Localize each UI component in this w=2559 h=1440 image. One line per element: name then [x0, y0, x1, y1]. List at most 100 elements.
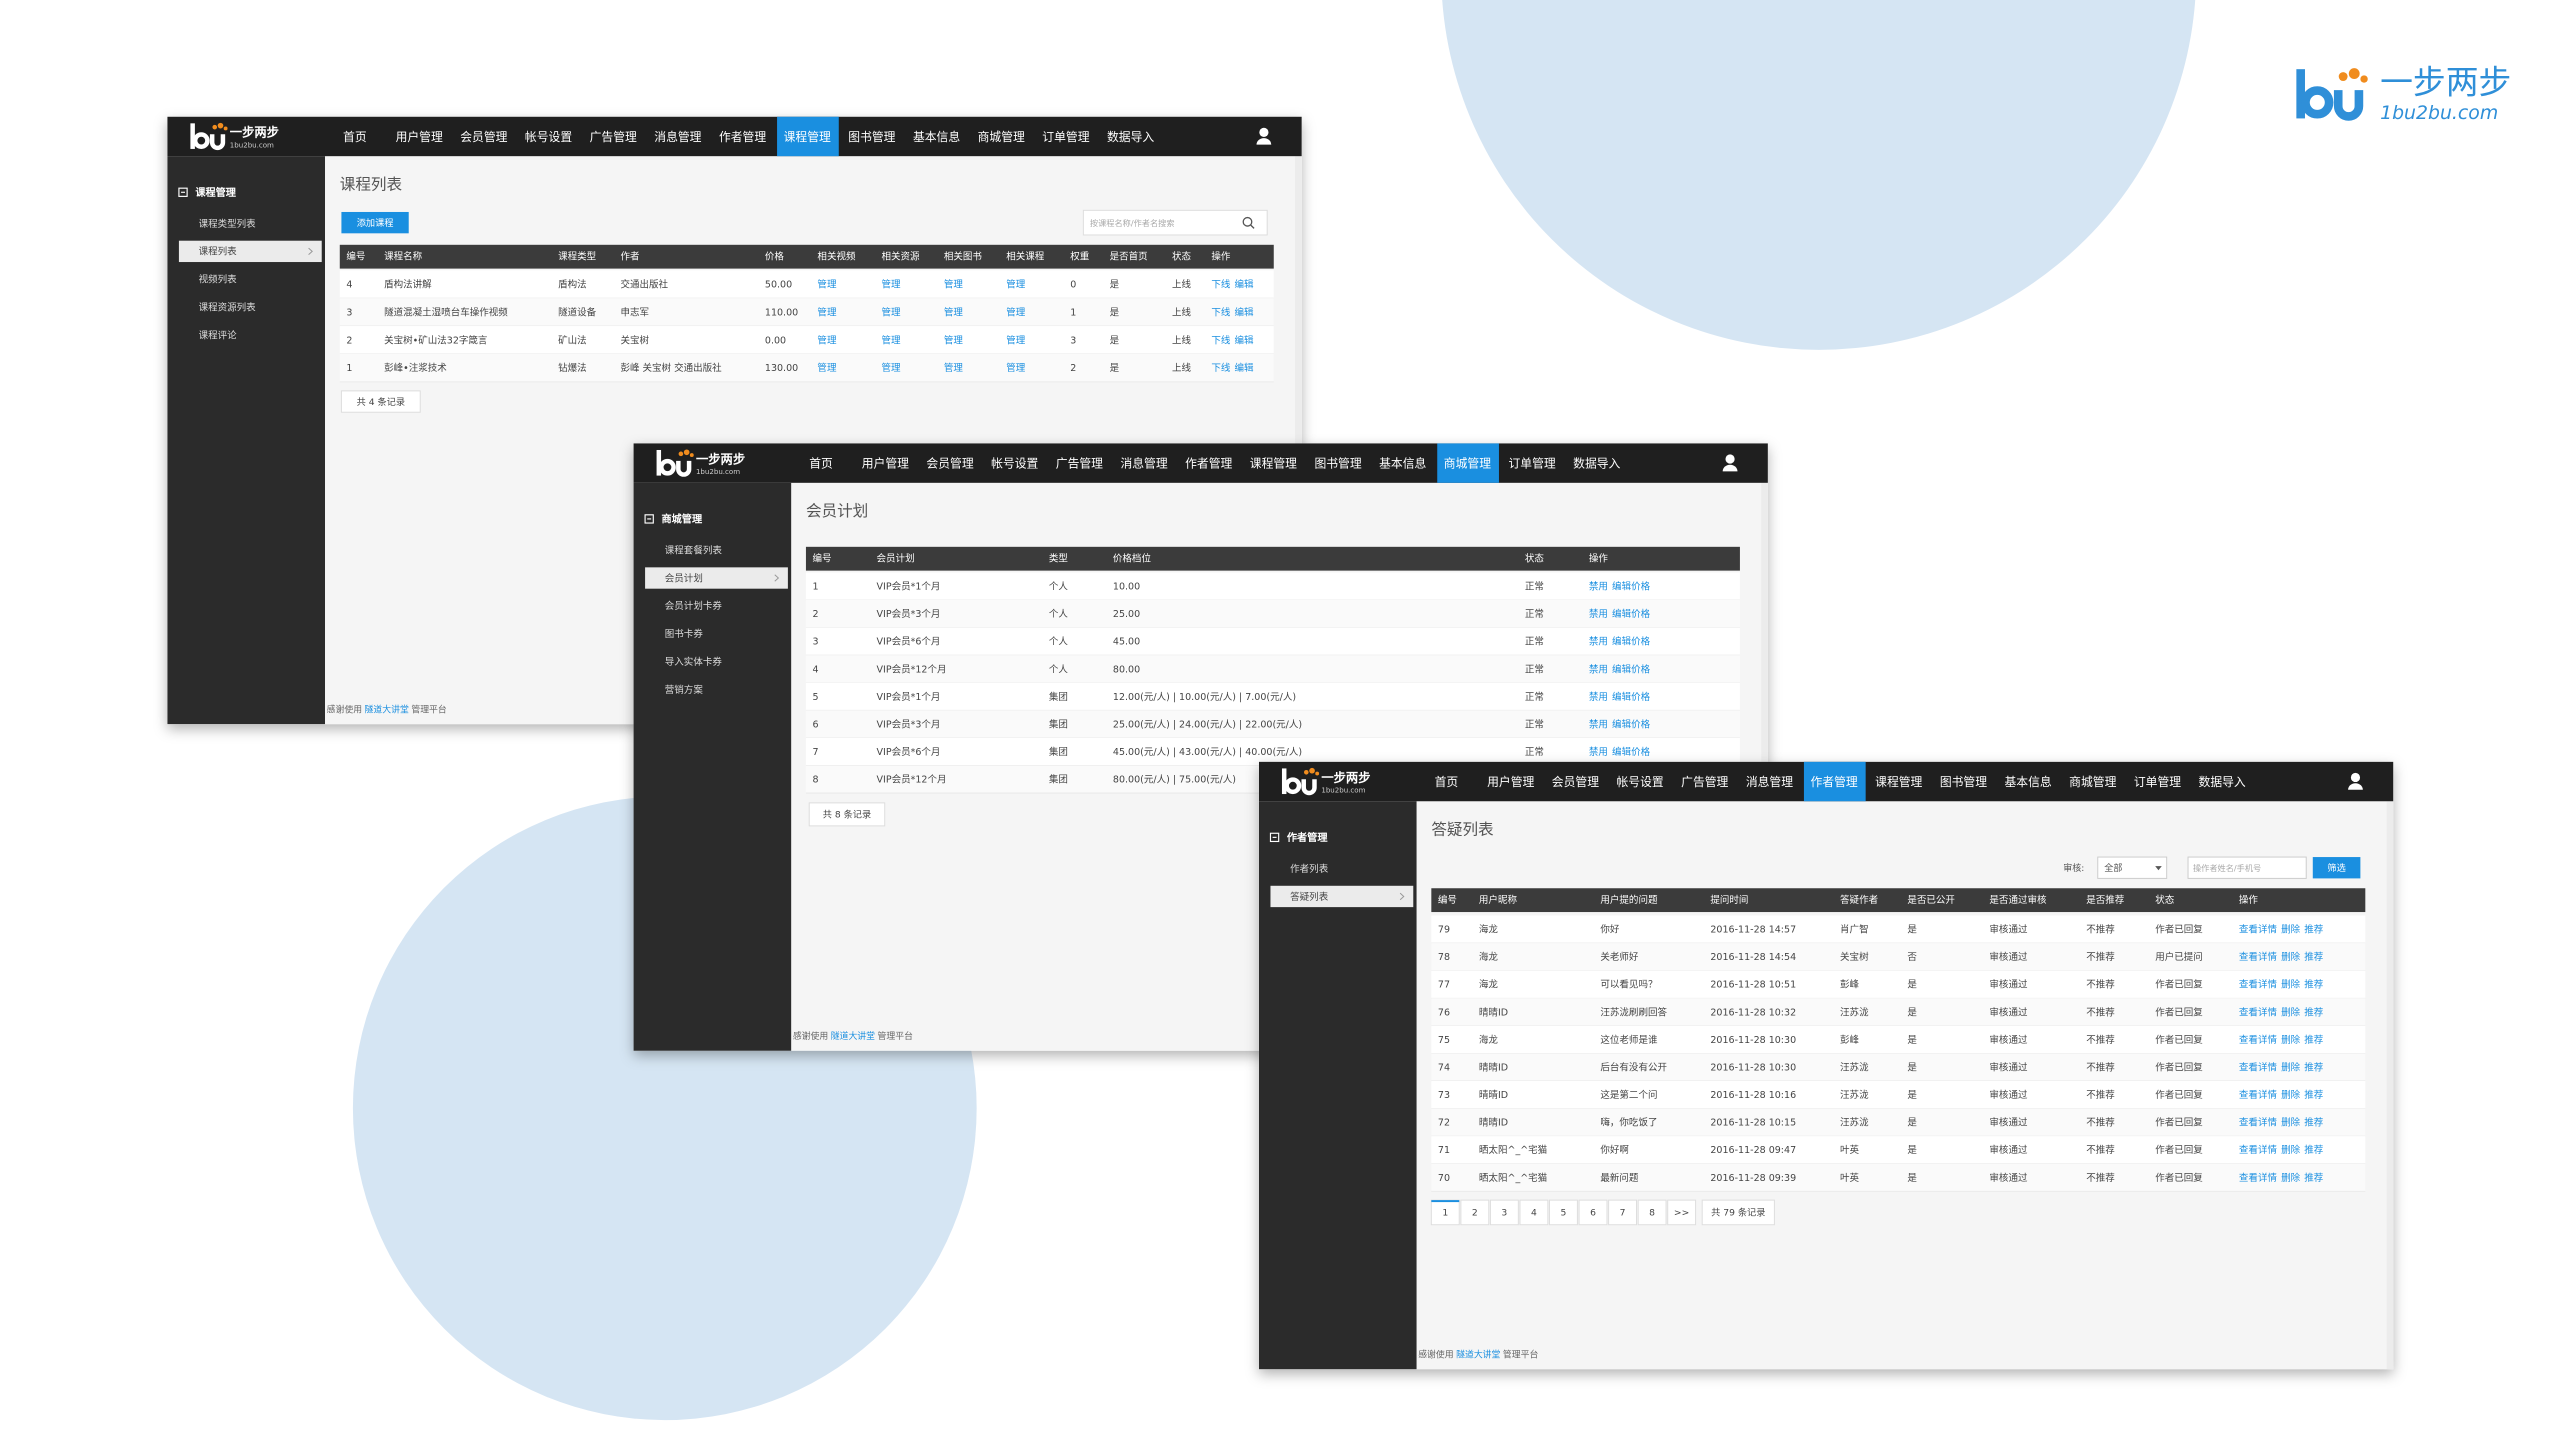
sidebar-item[interactable]: 作者列表: [1290, 863, 1329, 875]
user-head[interactable]: [1259, 127, 1269, 137]
table-link[interactable]: 推荐: [2304, 979, 2324, 991]
table-link[interactable]: 管理: [881, 306, 901, 318]
nav-item[interactable]: 订单管理: [2134, 775, 2181, 789]
nav-item[interactable]: 作者管理: [1811, 775, 1858, 789]
table-link[interactable]: 管理: [817, 362, 837, 374]
footer-link[interactable]: 隧道大讲堂: [831, 1029, 875, 1041]
nav-item[interactable]: 会员管理: [1552, 775, 1599, 789]
nav-item[interactable]: 会员管理: [460, 130, 507, 144]
page-number[interactable]: 7: [1620, 1208, 1626, 1219]
nav-item[interactable]: 订单管理: [1508, 456, 1555, 470]
table-link[interactable]: 管理: [1006, 362, 1026, 374]
table-link[interactable]: 删除: [2281, 1117, 2301, 1129]
table-link[interactable]: 编辑: [1235, 362, 1255, 374]
page-number[interactable]: 1: [1442, 1208, 1448, 1219]
page-number[interactable]: 2: [1472, 1208, 1478, 1219]
table-link[interactable]: 下线: [1211, 279, 1231, 291]
page-button[interactable]: [1460, 1199, 1490, 1226]
nav-item[interactable]: 消息管理: [654, 130, 701, 144]
table-link[interactable]: 编辑价格: [1612, 718, 1651, 730]
table-link[interactable]: 编辑: [1235, 306, 1255, 318]
table-link[interactable]: 推荐: [2304, 951, 2324, 963]
nav-item[interactable]: 商城管理: [2069, 775, 2116, 789]
filter-input[interactable]: [2187, 856, 2307, 879]
table-link[interactable]: 查看详情: [2239, 951, 2278, 963]
table-link[interactable]: 查看详情: [2239, 1061, 2278, 1073]
filter-button-label[interactable]: 筛选: [2327, 862, 2345, 874]
nav-item[interactable]: 首页: [343, 130, 367, 144]
page-button[interactable]: [1608, 1199, 1638, 1226]
page-number[interactable]: 3: [1501, 1208, 1507, 1219]
table-link[interactable]: 推荐: [2304, 1172, 2324, 1184]
user-head[interactable]: [1725, 454, 1735, 464]
page-button[interactable]: [1667, 1199, 1697, 1226]
table-link[interactable]: 推荐: [2304, 1006, 2324, 1018]
nav-item[interactable]: 帐号设置: [525, 130, 572, 144]
table-link[interactable]: 管理: [817, 306, 837, 318]
nav-item[interactable]: 首页: [809, 456, 833, 470]
nav-item[interactable]: 基本信息: [1379, 456, 1426, 470]
nav-item[interactable]: 基本信息: [2005, 775, 2052, 789]
table-link[interactable]: 编辑价格: [1612, 663, 1651, 675]
table-link[interactable]: 编辑价格: [1612, 691, 1651, 703]
page-number[interactable]: 4: [1531, 1208, 1537, 1219]
table-link[interactable]: 查看详情: [2239, 979, 2278, 991]
table-link[interactable]: 查看详情: [2239, 1117, 2278, 1129]
table-link[interactable]: 删除: [2281, 1172, 2301, 1184]
user-body[interactable]: [1256, 138, 1272, 145]
filter-select[interactable]: [2097, 856, 2168, 879]
table-link[interactable]: 删除: [2281, 1089, 2301, 1101]
page-number[interactable]: 8: [1649, 1208, 1655, 1219]
add-button[interactable]: [341, 211, 409, 234]
sidebar-item[interactable]: 导入实体卡券: [665, 656, 723, 668]
page-button[interactable]: [1549, 1199, 1578, 1226]
table-link[interactable]: 查看详情: [2239, 1144, 2278, 1156]
sidebar-item[interactable]: 视频列表: [199, 274, 238, 286]
table-link[interactable]: 下线: [1211, 334, 1231, 346]
nav-item[interactable]: 课程管理: [1250, 456, 1297, 470]
user-body[interactable]: [1722, 464, 1738, 472]
table-link[interactable]: 推荐: [2304, 1061, 2324, 1073]
nav-item[interactable]: 用户管理: [862, 456, 909, 470]
table-link[interactable]: 管理: [1006, 279, 1026, 291]
table-link[interactable]: 管理: [881, 334, 901, 346]
sidebar-item[interactable]: 课程列表: [199, 246, 238, 258]
table-link[interactable]: 管理: [1006, 306, 1026, 318]
nav-item[interactable]: 作者管理: [719, 130, 766, 144]
nav-item[interactable]: 会员管理: [926, 456, 973, 470]
sidebar-item[interactable]: 课程评论: [199, 329, 238, 341]
table-link[interactable]: 编辑价格: [1612, 746, 1651, 758]
nav-item[interactable]: 图书管理: [1314, 456, 1361, 470]
nav-item[interactable]: 帐号设置: [1616, 775, 1663, 789]
page-number[interactable]: 6: [1590, 1208, 1596, 1219]
add-button-label[interactable]: 添加课程: [357, 218, 394, 229]
filter-button[interactable]: [2312, 857, 2361, 879]
nav-item[interactable]: 用户管理: [1487, 775, 1534, 789]
table-link[interactable]: 删除: [2281, 979, 2301, 991]
search-icon[interactable]: [1242, 216, 1253, 227]
table-link[interactable]: 推荐: [2304, 1117, 2324, 1129]
table-link[interactable]: 禁用: [1589, 664, 1608, 675]
table-link[interactable]: 推荐: [2304, 1144, 2324, 1156]
user-body[interactable]: [2348, 783, 2363, 790]
page-button[interactable]: [1578, 1199, 1608, 1226]
nav-item[interactable]: 消息管理: [1746, 775, 1793, 789]
table-link[interactable]: 禁用: [1589, 582, 1608, 593]
nav-item[interactable]: 广告管理: [1056, 456, 1103, 470]
nav-item[interactable]: 消息管理: [1120, 456, 1167, 470]
nav-item[interactable]: 订单管理: [1042, 130, 1089, 144]
page-button[interactable]: [1430, 1199, 1460, 1226]
table-link[interactable]: 推荐: [2304, 924, 2324, 936]
nav-item[interactable]: 广告管理: [1681, 775, 1728, 789]
table-link[interactable]: 禁用: [1589, 637, 1608, 648]
nav-item[interactable]: 数据导入: [2199, 775, 2246, 789]
nav-item[interactable]: 基本信息: [913, 130, 960, 144]
table-link[interactable]: 编辑价格: [1612, 636, 1651, 648]
nav-item[interactable]: 数据导入: [1573, 456, 1620, 470]
table-link[interactable]: 编辑价格: [1612, 581, 1651, 593]
table-link[interactable]: 查看详情: [2239, 1034, 2278, 1046]
table-link[interactable]: 查看详情: [2239, 1089, 2278, 1101]
table-link[interactable]: 编辑: [1235, 279, 1255, 291]
table-link[interactable]: 禁用: [1589, 747, 1608, 758]
sidebar-item[interactable]: 图书卡券: [665, 628, 704, 640]
